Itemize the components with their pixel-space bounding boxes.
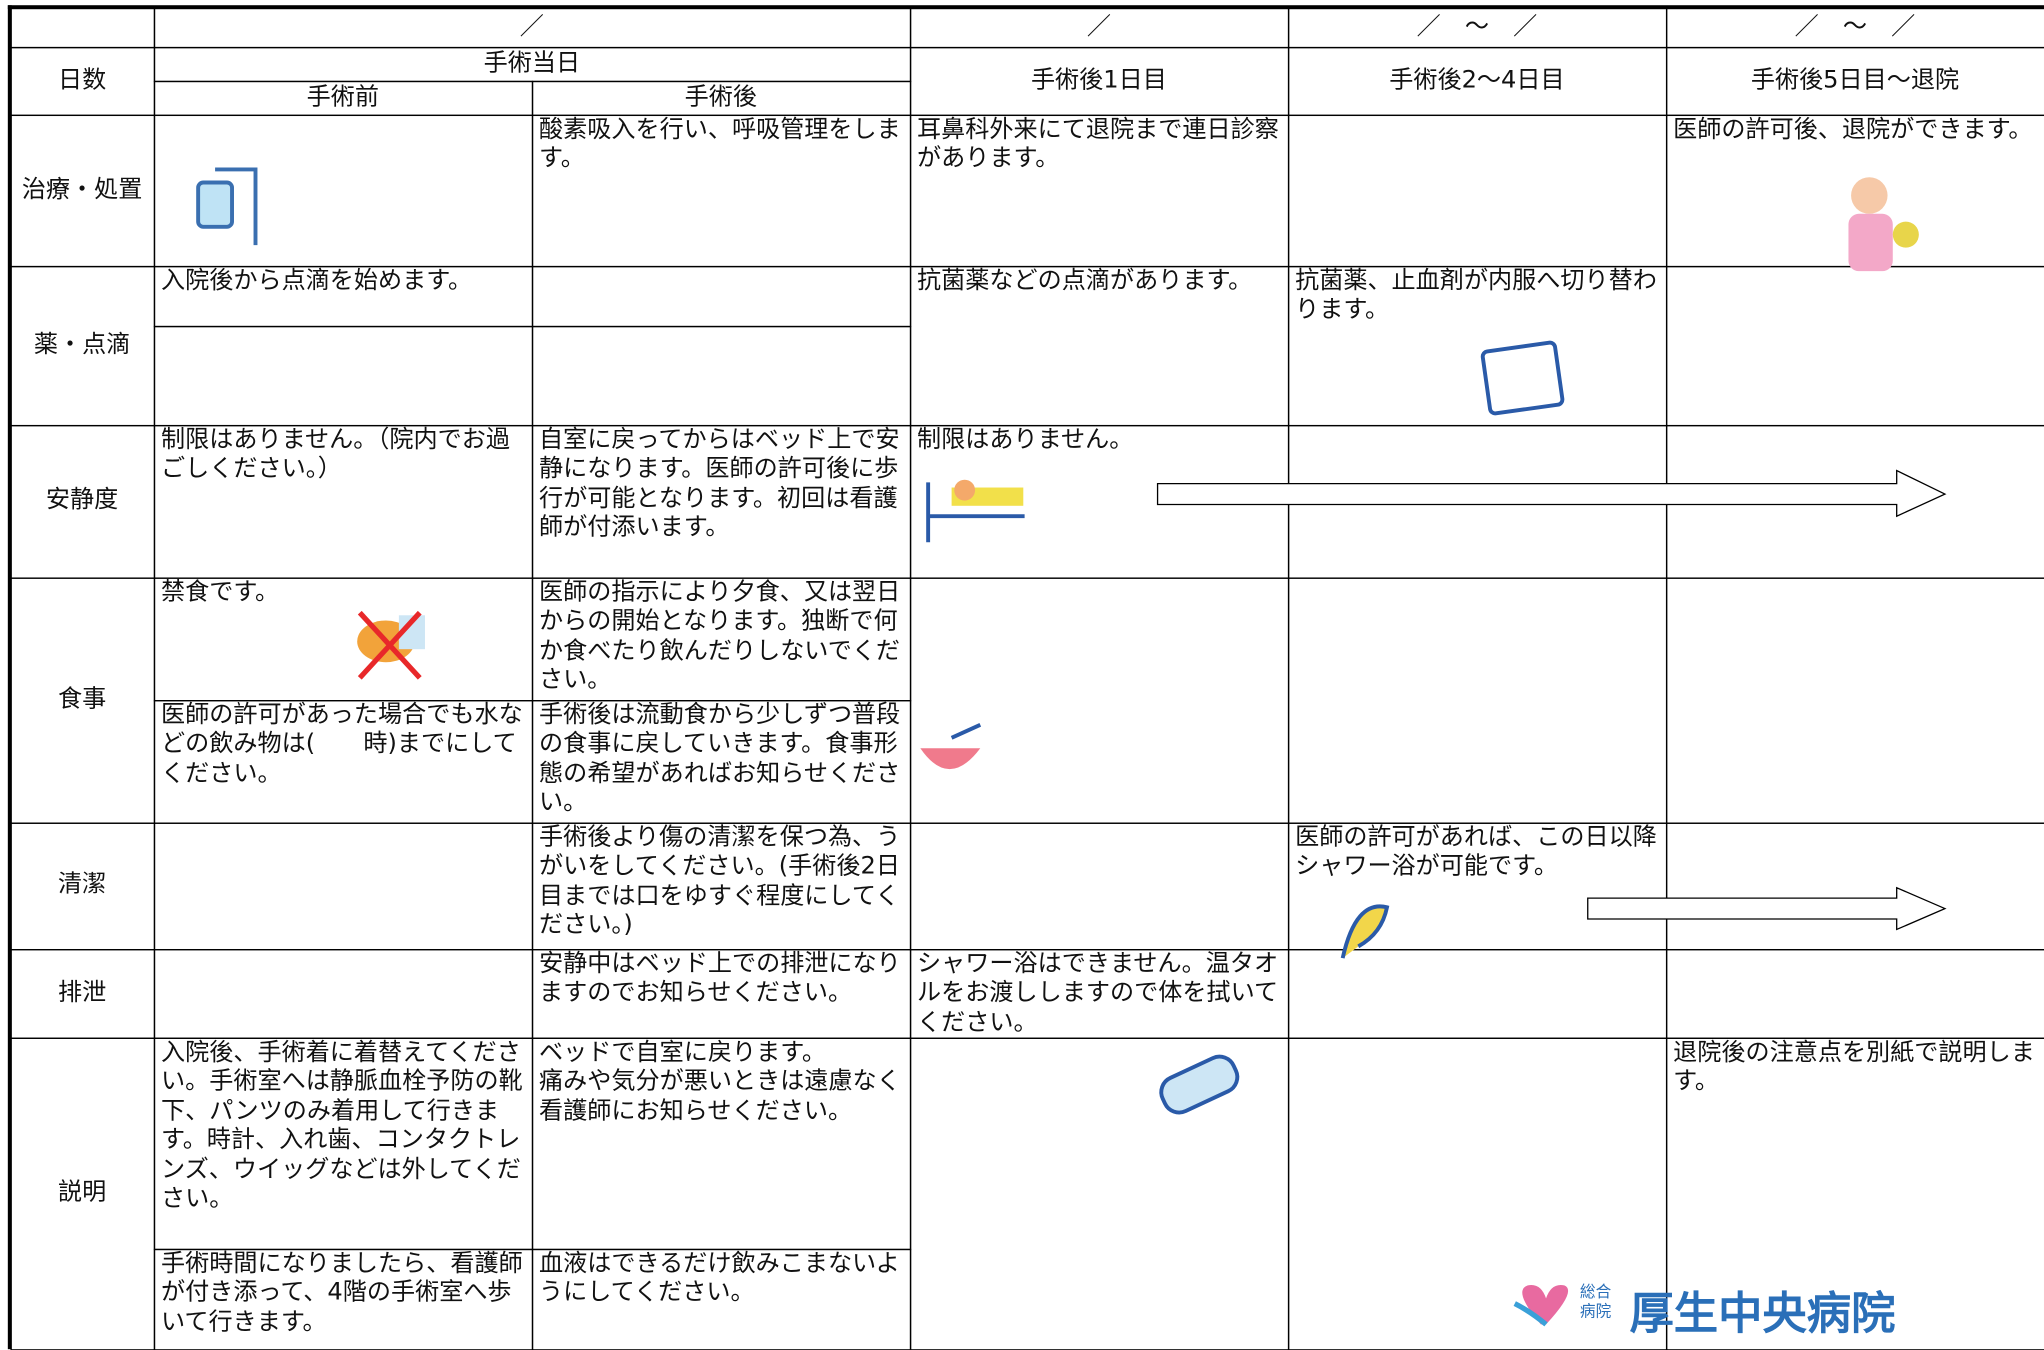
cell-text: 手術後より傷の清潔を保つ為、うがいをしてください。(手術後2日目までは口をゆすぐ…	[531, 821, 911, 950]
column-header: 手術後1日目	[909, 46, 1289, 116]
cell-text: シャワー浴はできません。温タオルをお渡ししますので体を拭いてください。	[909, 948, 1289, 1039]
column-header: 手術後2～4日目	[1287, 46, 1667, 116]
cell-text: 入院後、手術着に着替えてください。手術室へは静脈血栓予防の靴下、パンツのみ着用し…	[153, 1036, 533, 1250]
cell-text: ベッドで自室に戻ります。 痛みや気分が悪いときは遠慮なく看護師にお知らせください…	[531, 1036, 911, 1250]
towel-icon	[1159, 1054, 1240, 1115]
shower-icon	[1340, 904, 1390, 959]
no-food-icon	[357, 610, 425, 680]
drip-icon	[196, 167, 258, 246]
cell-text: 医師の許可があれば、この日以降シャワー浴が可能です。	[1287, 821, 1667, 950]
cell-text: 酸素吸入を行い、呼吸管理をします。	[531, 114, 911, 267]
logo-small: 総合病院	[1579, 1282, 1612, 1321]
cell-text: 手術後は流動食から少しずつ普段の食事に戻していきます。食事形態の希望があればお知…	[531, 699, 911, 824]
cell-text: 医師の許可があった場合でも水などの飲み物は( 時)までにしてください。	[153, 699, 533, 824]
cell-text: 医師の指示により夕食、又は翌日からの開始となります。独断で何か食べたり飲んだりし…	[531, 576, 911, 701]
nurse-icon	[1848, 177, 1919, 272]
bed-icon	[926, 479, 1025, 543]
logo-mark	[1513, 1284, 1569, 1327]
medicine-icon	[1480, 340, 1565, 416]
cell-text: 制限はありません。（院内でお過ごしください。）	[153, 424, 533, 579]
cell-text: 自室に戻ってからはベッド上で安静になります。医師の許可後に歩行が可能となります。…	[531, 424, 911, 579]
arrow	[1156, 469, 1947, 518]
logo-name: 厚生中央病院	[1629, 1287, 1896, 1341]
bowl-icon	[920, 723, 982, 770]
arrow	[1587, 886, 1947, 931]
